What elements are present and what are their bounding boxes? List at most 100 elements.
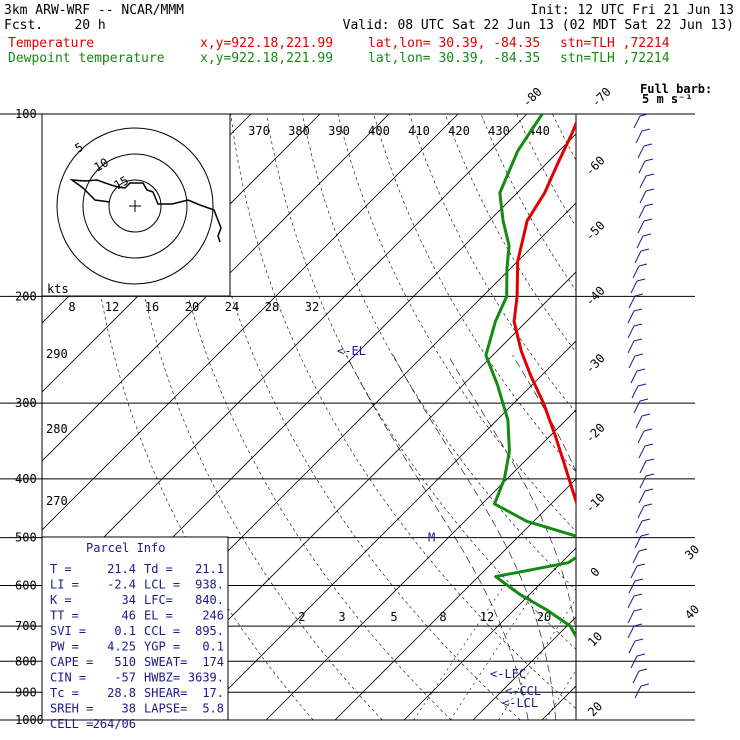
dewpoint-legend-name: Dewpoint temperature — [8, 51, 165, 66]
wind-barb-flag — [638, 548, 648, 552]
init-time: Init: 12 UTC Fri 21 Jun 13 — [530, 3, 735, 18]
wind-barb-flag — [641, 413, 651, 417]
theta-top-label: 400 — [368, 124, 390, 138]
parcel-value: 34 — [122, 593, 136, 607]
dry-adiabat-line — [194, 114, 521, 720]
parcel-key: PW = — [50, 640, 79, 654]
parcel-value: 246 — [202, 609, 224, 623]
dry-adiabat-line — [516, 114, 576, 228]
isotherm-line — [334, 478, 576, 720]
parcel-value: 264/06 — [93, 717, 136, 731]
wind-barb-staff — [637, 430, 645, 444]
parcel-value: 938. — [195, 578, 224, 592]
theta-top-label: 390 — [328, 124, 350, 138]
dry-adiabat-line — [373, 114, 576, 473]
dewpoint-stn: stn=TLH ,72214 — [560, 51, 670, 66]
wind-barb-staff — [630, 565, 638, 579]
wind-barb-staff — [630, 280, 638, 294]
isotherm-line — [42, 114, 459, 531]
wind-barb-flag — [642, 233, 652, 237]
wind-barb-staff — [638, 160, 646, 174]
hodo-speed-label: 28 — [265, 300, 279, 314]
wind-barb-staff — [635, 130, 643, 144]
parcel-key: SHEAR= — [144, 686, 187, 700]
dry-adiabat-line — [552, 114, 576, 161]
parcel-value: -2.4 — [107, 578, 136, 592]
wind-barb-flag — [634, 578, 644, 582]
dry-adiabat-line — [731, 114, 740, 720]
moist-adiabat-line — [447, 355, 576, 634]
dry-adiabat-line — [301, 114, 576, 591]
temperature-trace — [512, 119, 576, 506]
wind-barb-flag — [641, 128, 651, 132]
parcel-key: CAPE = — [50, 655, 93, 669]
isotherm-tick-label: -80 — [520, 85, 545, 110]
hodo-speed-label: 32 — [305, 300, 319, 314]
wind-barb-staff — [632, 550, 640, 564]
temperature-xy: x,y=922.18,221.99 — [200, 36, 334, 51]
hodo-speed-label: 12 — [105, 300, 119, 314]
dry-adiabat-line — [123, 114, 383, 720]
mixing-ratio-line — [413, 585, 505, 720]
isotherm-tick-label: 20 — [585, 699, 605, 719]
dry-adiabat-line — [337, 114, 576, 532]
parcel-value: 510 — [114, 655, 136, 669]
wind-barb-flag — [633, 608, 643, 612]
parcel-key: Tc = — [50, 686, 79, 700]
parcel-key: Td = — [144, 562, 173, 576]
theta-tick-label: 280 — [46, 422, 68, 436]
isotherm-tick-label: -30 — [583, 351, 608, 376]
mixing-ratio-label: 20 — [537, 610, 551, 624]
wind-barb-staff — [634, 685, 642, 699]
theta-top-label: 430 — [488, 124, 510, 138]
hodo-ring-label: 10 — [92, 155, 112, 174]
level-marker: M — [428, 531, 435, 545]
parcel-key: SWEAT= — [144, 655, 187, 669]
wind-barb-flag — [633, 623, 643, 627]
hodo-speed-label: 24 — [225, 300, 239, 314]
dry-adiabat-line — [588, 114, 740, 720]
parcel-value: 21.4 — [107, 562, 136, 576]
wind-barb-staff — [638, 490, 646, 504]
dry-adiabat-line — [266, 114, 576, 650]
level-marker: <-EL — [337, 344, 366, 358]
mixing-ratio-label: 5 — [390, 610, 397, 624]
wind-barb-flag — [640, 533, 650, 537]
parcel-box — [41, 536, 229, 721]
parcel-key: LFC= — [144, 593, 173, 607]
valid-time: Valid: 08 UTC Sat 22 Jun 13 (02 MDT Sat … — [342, 18, 734, 33]
forecast-label: Fcst. — [4, 18, 44, 33]
parcel-key: T = — [50, 562, 72, 576]
isotherm-line — [472, 616, 576, 720]
level-marker: <-CCL — [505, 684, 541, 698]
hodo-speed-label: 20 — [185, 300, 199, 314]
isotherm-line — [196, 340, 576, 720]
level-marker: <-LCL — [502, 696, 538, 710]
isotherm-tick-label: 30 — [682, 542, 702, 562]
pressure-tick-label: 100 — [15, 107, 37, 121]
wind-barb-flag — [645, 458, 655, 462]
wind-barb-flag — [633, 593, 643, 597]
theta-top-label: 420 — [448, 124, 470, 138]
isotherm-tick-label: 40 — [682, 602, 702, 622]
wind-barb-flag — [636, 368, 646, 372]
parcel-value: 5.8 — [202, 702, 224, 716]
pressure-tick-label: 900 — [15, 685, 37, 699]
theta-top-label: 410 — [408, 124, 430, 138]
dewpoint-legend-row: Dewpoint temperature x,y=922.18,221.99 lat… — [8, 51, 670, 66]
parcel-value: 4.25 — [107, 640, 136, 654]
parcel-key: SREH = — [50, 702, 93, 716]
wind-barb-staff — [631, 385, 639, 399]
parcel-key: TT = — [50, 609, 79, 623]
wind-barb-staff — [637, 220, 645, 234]
dry-adiabat-line — [409, 114, 576, 414]
wind-barbs — [627, 113, 655, 699]
wind-barb-staff — [627, 610, 635, 624]
isotherm-tick-label: 0 — [588, 565, 603, 580]
wind-barb-flag — [644, 443, 654, 447]
temperature-stn: stn=TLH ,72214 — [560, 36, 670, 51]
full-barb-label: Full barb: — [640, 82, 712, 96]
wind-barb-flag — [640, 683, 650, 687]
